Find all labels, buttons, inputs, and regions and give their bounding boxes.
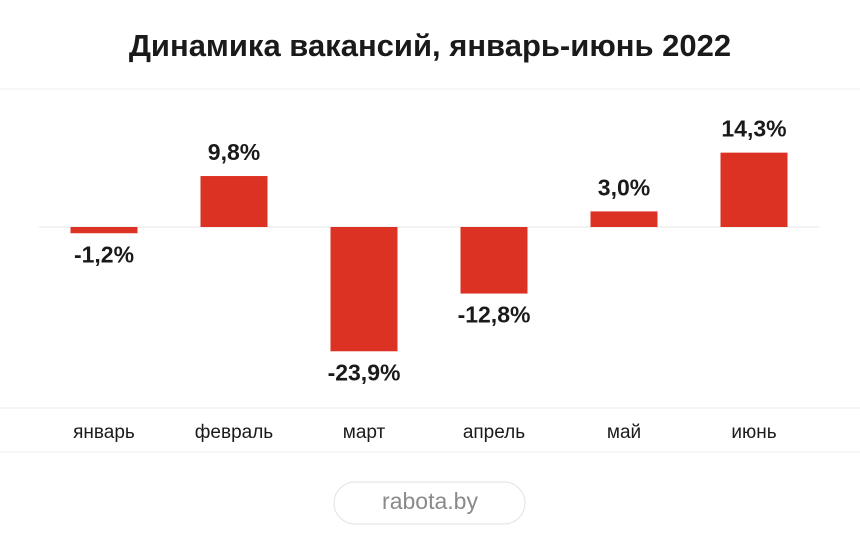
x-tick-label: март [343, 422, 386, 443]
bar [590, 211, 658, 227]
value-label: 3,0% [598, 174, 650, 200]
bar [70, 227, 138, 234]
source-pill [333, 481, 526, 525]
x-tick-label: апрель [463, 422, 525, 443]
x-tick-label: январь [73, 422, 135, 443]
value-label: 14,3% [721, 116, 786, 142]
x-tick-label: июнь [731, 422, 776, 443]
value-label: -12,8% [458, 302, 531, 328]
bar [200, 176, 268, 227]
bar [460, 227, 528, 294]
bar [720, 152, 788, 227]
value-label: -1,2% [74, 241, 134, 267]
x-tick-label: февраль [195, 422, 274, 443]
value-label: 9,8% [208, 139, 260, 165]
value-label: -23,9% [328, 359, 401, 385]
x-tick-label: май [607, 422, 641, 443]
chart-title: Динамика вакансий, январь-июнь 2022 [129, 28, 731, 63]
bar [330, 227, 398, 352]
source: rabota.by [382, 488, 478, 514]
